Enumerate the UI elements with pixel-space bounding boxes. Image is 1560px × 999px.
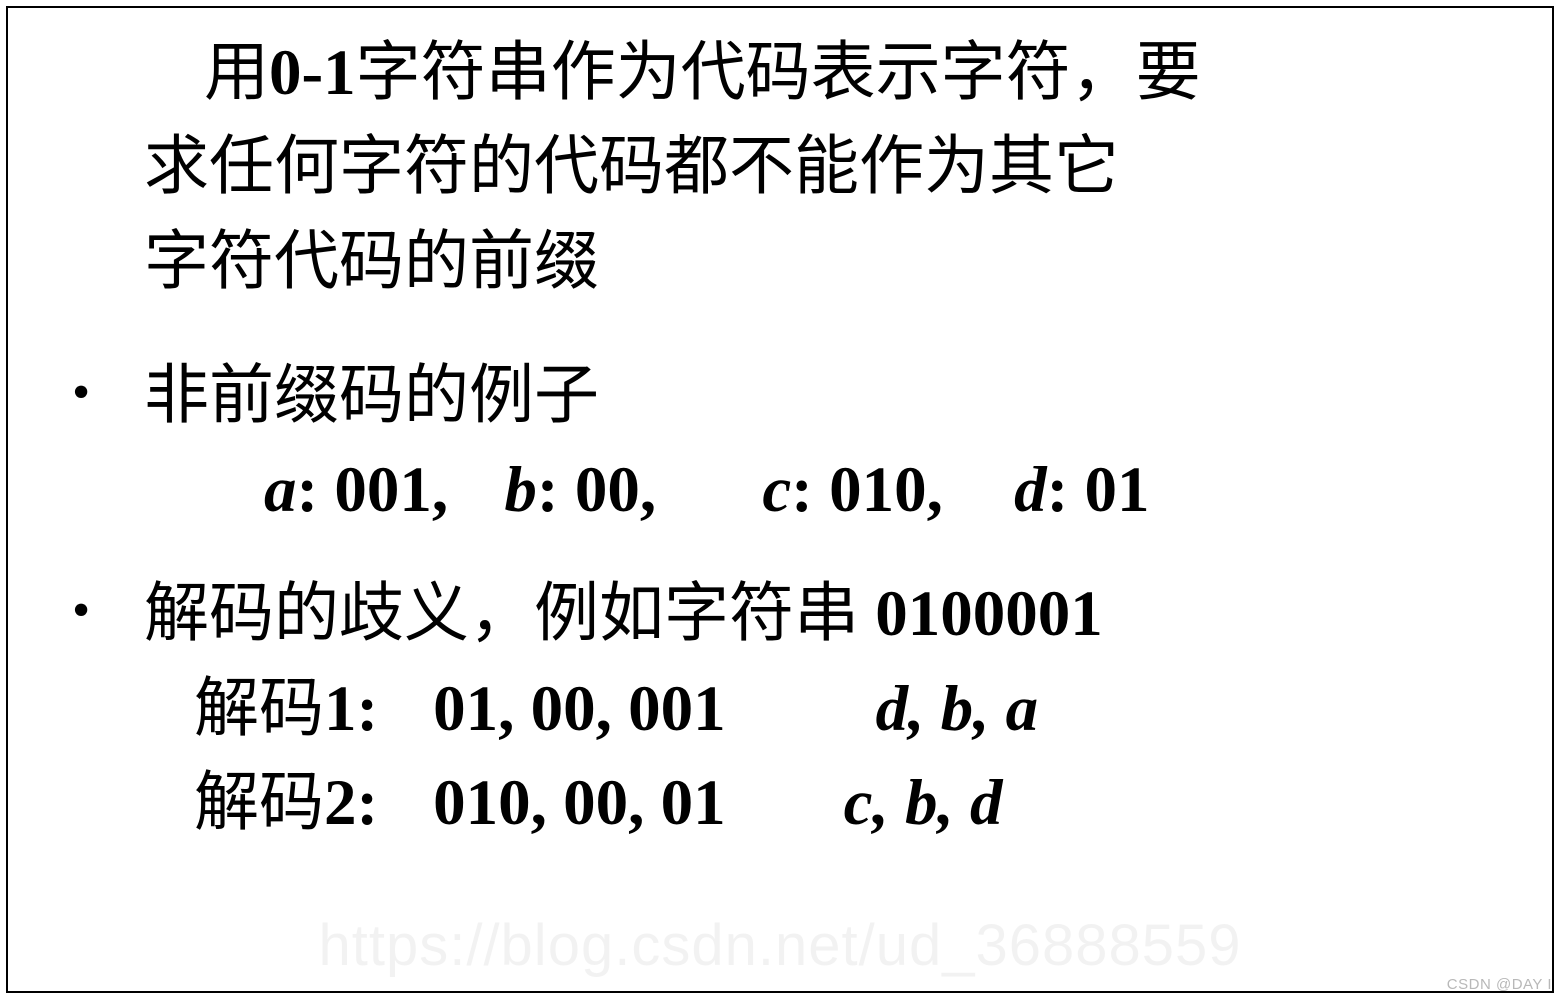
bullet-ambiguity: • 解码的歧义，例如字符串 0100001 解码1: 01, 00, 001 d, … — [44, 567, 1516, 850]
intro-line1-rest: 字符串作为代码表示字符，要 — [356, 37, 1201, 109]
code-d-label: d — [1014, 454, 1047, 526]
bullet1-title: 非前缀码的例子 — [144, 349, 1516, 443]
document-frame: 用0-1字符串作为代码表示字符，要 求任何字符的代码都不能作为其它 字符代码的前… — [6, 6, 1554, 993]
code-c-sep: : — [791, 454, 829, 526]
decode-line-1: 解码1: 01, 00, 001 d, b, a — [194, 662, 1516, 756]
code-a-label: a — [264, 454, 297, 526]
decode2-label-cn: 解码 — [194, 767, 324, 839]
decode2-bits: 010, 00, 01 — [433, 767, 726, 839]
decode-line-2: 解码2: 010, 00, 01 c, b, d — [194, 756, 1516, 850]
code-a-val: 001, — [334, 454, 448, 526]
intro-line3: 字符代码的前缀 — [144, 226, 599, 298]
code-b-val: 00, — [575, 454, 656, 526]
bullet-nonprefix: • 非前缀码的例子 a: 001, b: 00, c: 010, d: 01 — [44, 349, 1516, 538]
code-b-label: b — [504, 454, 537, 526]
watermark-faint: https://blog.csdn.net/ud_36888559 — [318, 912, 1241, 979]
bullet-dot-icon: • — [44, 349, 144, 437]
decode1-label-num: 1: — [324, 673, 378, 745]
code-d-val: 01 — [1084, 454, 1149, 526]
decode1-bits: 01, 00, 001 — [433, 673, 726, 745]
code-d-sep: : — [1047, 454, 1085, 526]
bullet2-title: 解码的歧义，例如字符串 0100001 — [144, 567, 1516, 661]
decode1-label-cn: 解码 — [194, 673, 324, 745]
decode1-letters: d, b, a — [876, 673, 1039, 745]
bullet-dot-icon: • — [44, 567, 144, 655]
bullet2-title-bold: 0100001 — [875, 578, 1103, 650]
code-b-sep: : — [537, 454, 575, 526]
watermark-corner: CSDN @DAY I — [1447, 976, 1552, 993]
code-c-val: 010, — [829, 454, 943, 526]
intro-paragraph: 用0-1字符串作为代码表示字符，要 求任何字符的代码都不能作为其它 字符代码的前… — [144, 26, 1506, 309]
bullet2-title-part1: 解码的歧义，例如字符串 — [144, 578, 875, 650]
document-content: 用0-1字符串作为代码表示字符，要 求任何字符的代码都不能作为其它 字符代码的前… — [44, 26, 1516, 850]
code-c-label: c — [762, 454, 791, 526]
intro-line2: 求任何字符的代码都不能作为其它 — [144, 131, 1119, 203]
decode2-label-num: 2: — [324, 767, 378, 839]
code-a-sep: : — [297, 454, 335, 526]
intro-line1-bold: 0-1 — [269, 37, 356, 109]
decode2-letters: c, b, d — [844, 767, 1003, 839]
bullet1-codes: a: 001, b: 00, c: 010, d: 01 — [264, 443, 1516, 537]
intro-line1-prefix: 用 — [204, 37, 269, 109]
